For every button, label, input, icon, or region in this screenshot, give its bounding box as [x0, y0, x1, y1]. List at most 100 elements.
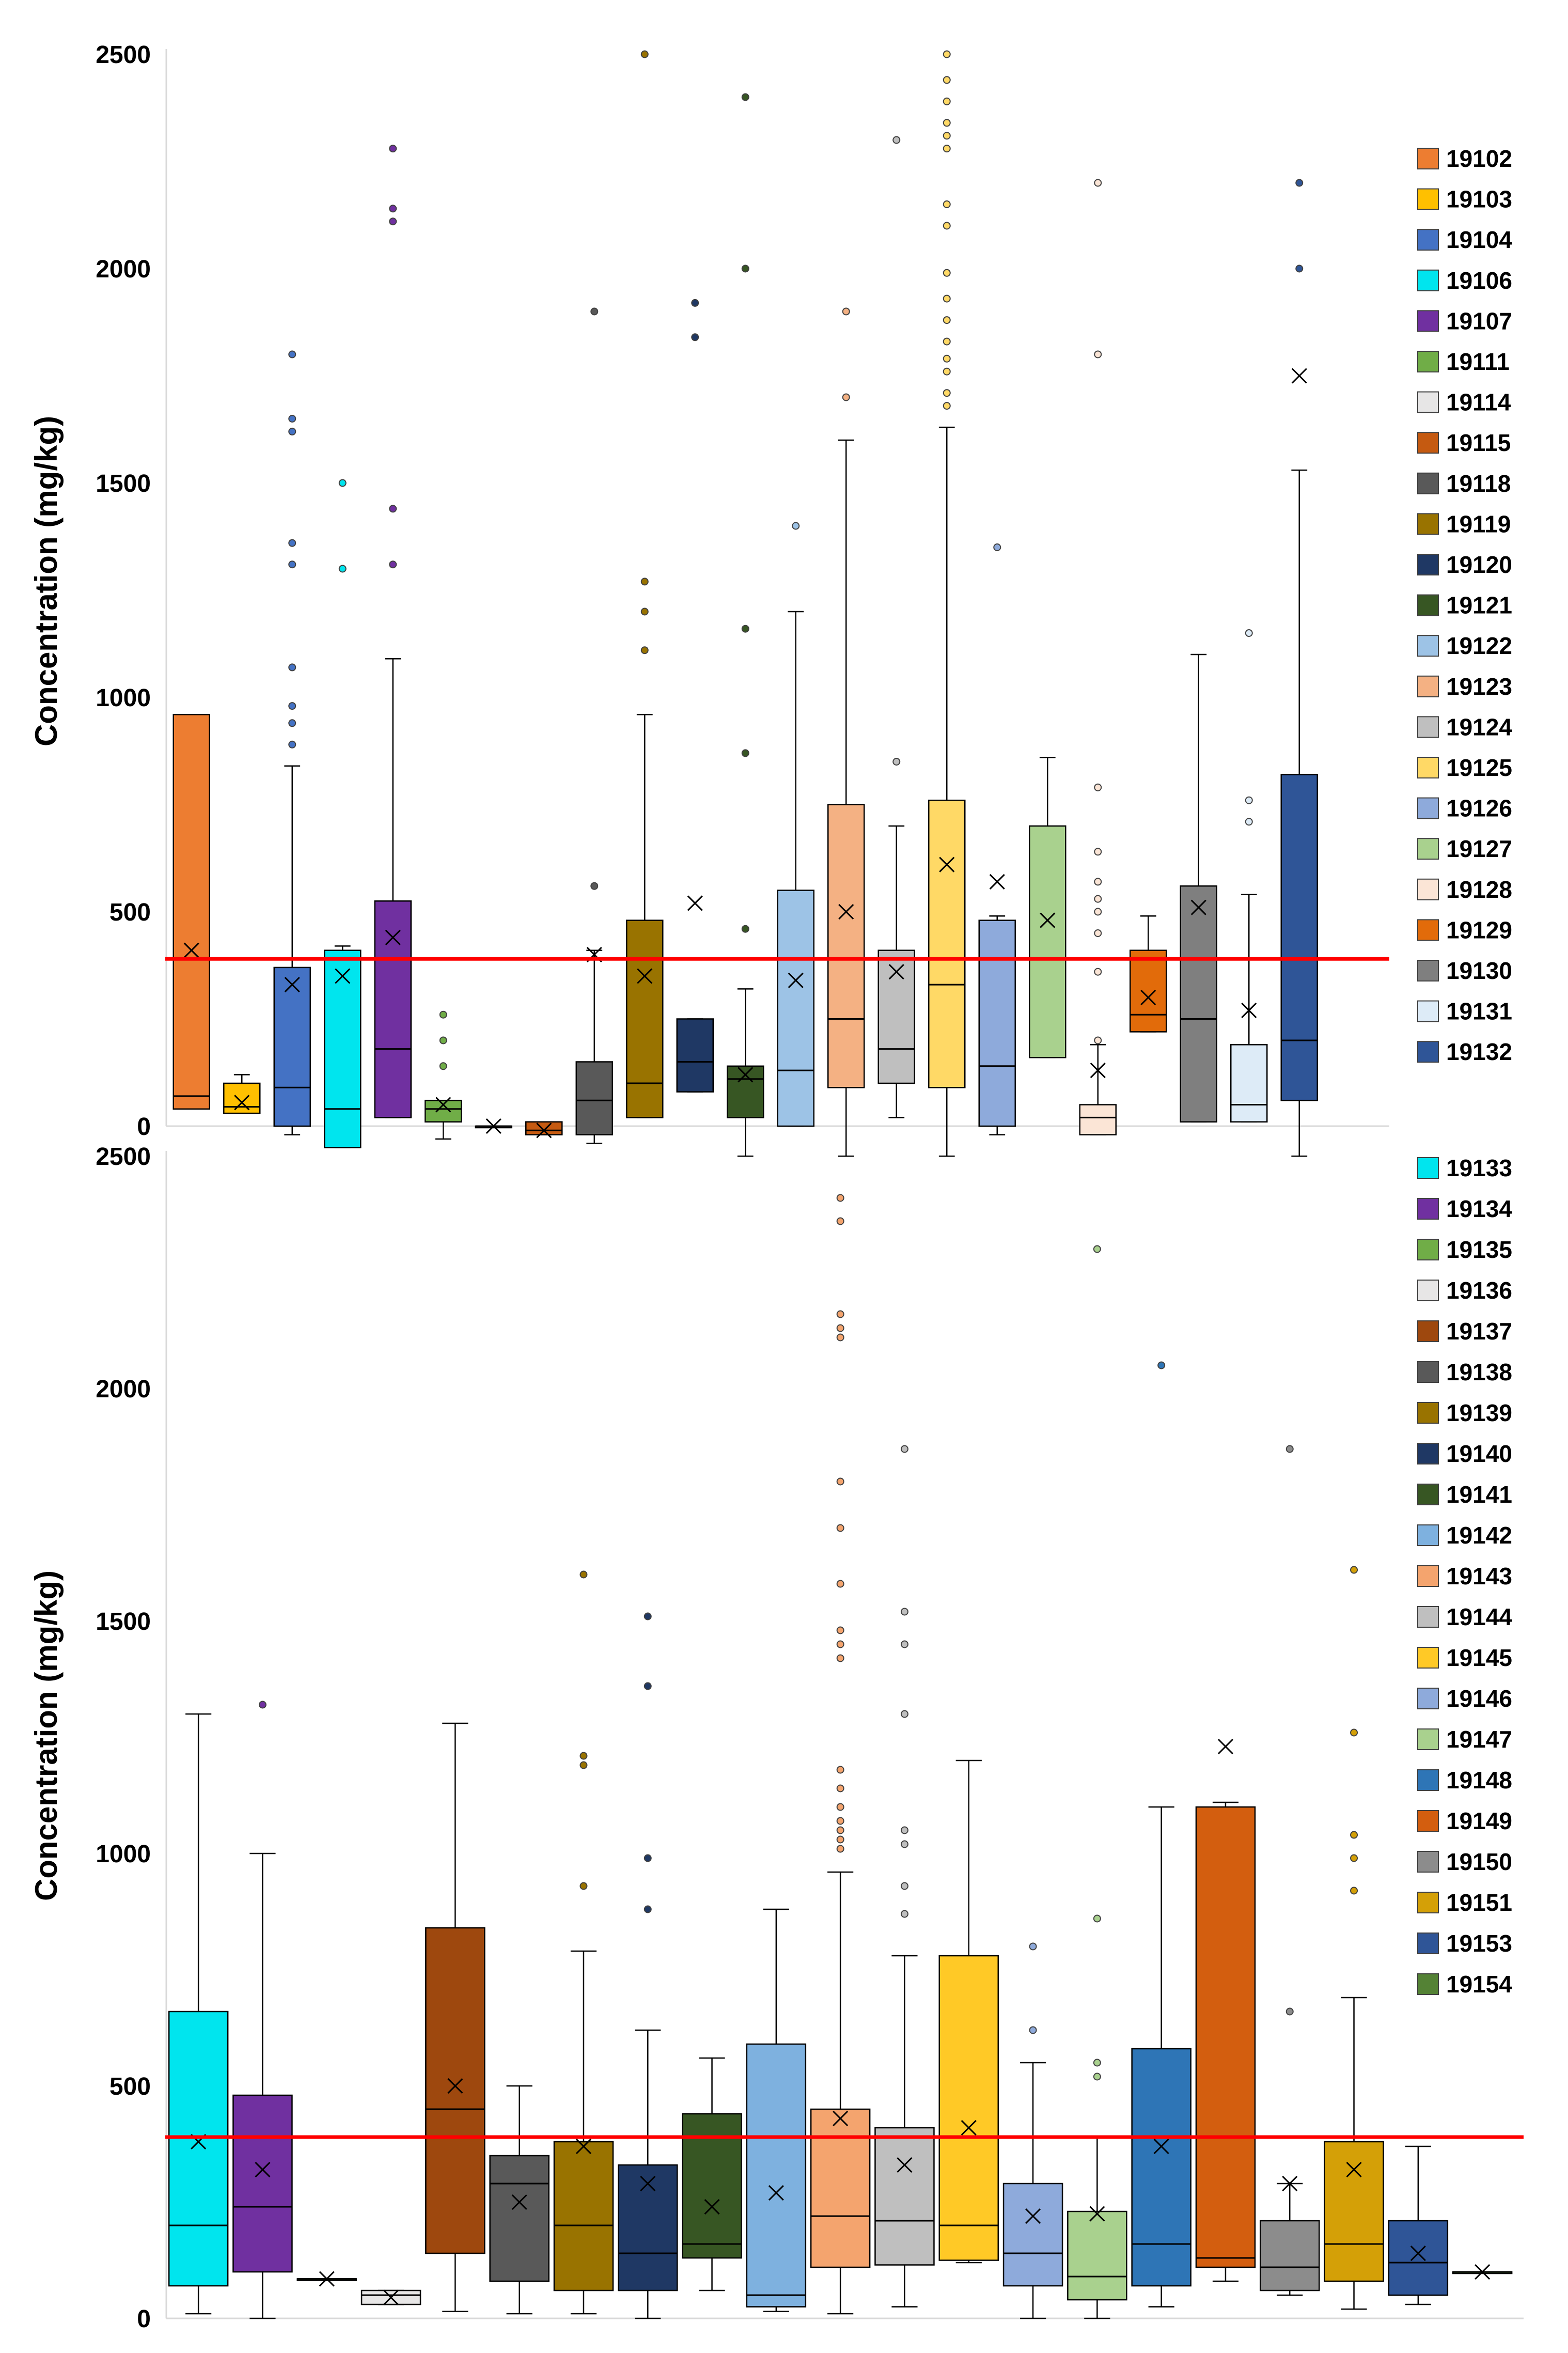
chart-1-legend: 19102 19103 19104 19106 19107 19111 19114 19115… [1417, 145, 1512, 1065]
box-iqr [1230, 1044, 1268, 1123]
box-iqr [746, 2043, 807, 2308]
outlier-point [389, 145, 397, 153]
mean-marker [738, 1067, 754, 1083]
outlier-point [836, 1803, 844, 1811]
chart-2-box-19136 [360, 2289, 421, 2305]
mean-marker-stroke [640, 2175, 656, 2192]
box-iqr [1260, 2220, 1320, 2292]
chart-2-box-19149 [1195, 1738, 1256, 2282]
outlier-point [943, 119, 951, 127]
chart-2-box-19140 [618, 1612, 678, 2319]
legend-item-19131: 19131 [1417, 998, 1512, 1025]
mean-marker [255, 2161, 271, 2178]
legend-item-19143: 19143 [1417, 1563, 1512, 1590]
legend-item-19133: 19133 [1417, 1155, 1512, 1181]
legend-label: 19119 [1446, 510, 1511, 537]
legend-label: 19131 [1446, 998, 1512, 1025]
outlier-point [1093, 2059, 1101, 2067]
mean-marker-stroke [738, 1067, 754, 1083]
outlier-point [900, 1840, 908, 1848]
box-iqr [1029, 825, 1067, 1058]
legend-swatch [1417, 554, 1439, 575]
outlier-point [338, 479, 347, 487]
legend-swatch [1417, 269, 1439, 291]
outlier-point [1295, 264, 1304, 273]
outlier-point [288, 740, 296, 749]
legend-item-19123: 19123 [1417, 673, 1512, 700]
mean-marker-stroke [1040, 912, 1056, 928]
mean-marker [1089, 2206, 1105, 2222]
legend-label: 19153 [1446, 1930, 1512, 1957]
chart-1-box-19103 [223, 1074, 261, 1114]
legend-item-19141: 19141 [1417, 1481, 1512, 1508]
legend-item-19128: 19128 [1417, 876, 1512, 903]
legend-label: 19129 [1446, 916, 1512, 943]
outlier-point [1350, 1566, 1358, 1574]
outlier-point [836, 1217, 844, 1225]
mean-marker [1025, 2208, 1041, 2224]
legend-swatch [1417, 472, 1439, 494]
box-iqr [324, 949, 362, 1148]
outlier-point [288, 427, 296, 435]
legend-swatch [1417, 1041, 1439, 1063]
chart-2-box-19150 [1260, 1445, 1320, 2296]
legend-label: 19133 [1446, 1155, 1512, 1181]
chart-2-box-19146 [1002, 1942, 1063, 2319]
chart-2-box-19142 [746, 1908, 807, 2312]
box-iqr [374, 900, 412, 1118]
mean-marker-stroke [183, 942, 199, 958]
box-iqr [978, 920, 1016, 1127]
legend-swatch [1417, 716, 1439, 738]
chart-2-y-tick-label: 0 [137, 2305, 151, 2333]
legend-label: 19140 [1446, 1440, 1512, 1467]
mean-marker-stroke [704, 2199, 720, 2215]
legend-swatch [1417, 391, 1439, 413]
legend-swatch [1417, 1361, 1439, 1383]
outlier-point [644, 1905, 652, 1913]
legend-item-19102: 19102 [1417, 145, 1512, 172]
box-iqr [1002, 2183, 1063, 2287]
chart-2-box-19137 [425, 1722, 485, 2312]
chart-2-box-19141 [682, 2057, 742, 2292]
chart-2-box-19133 [168, 1713, 229, 2315]
outlier-point [1094, 783, 1102, 791]
outlier-point [338, 565, 347, 573]
outlier-point [258, 1701, 266, 1709]
mean-marker [183, 942, 199, 958]
box-iqr [1130, 949, 1167, 1033]
box-iqr [575, 1061, 613, 1135]
legend-label: 19121 [1446, 592, 1512, 619]
mean-marker-stroke [1090, 1063, 1106, 1079]
mean-marker [1475, 2264, 1491, 2280]
mean-marker-stroke [1282, 2175, 1298, 2192]
outlier-point [1350, 1831, 1358, 1839]
legend-label: 19139 [1446, 1399, 1512, 1426]
mean-marker-stroke [511, 2194, 527, 2210]
outlier-point [1094, 968, 1102, 976]
mean-marker [897, 2157, 913, 2173]
chart-1-box-19115 [525, 1121, 563, 1139]
outlier-point [1093, 1914, 1101, 1923]
outlier-point [1094, 179, 1102, 187]
mean-marker [575, 2138, 592, 2155]
mean-marker [1153, 2138, 1169, 2155]
outlier-point [836, 1845, 844, 1853]
box-iqr [1195, 1806, 1256, 2268]
outlier-point [590, 307, 599, 316]
outlier-point [1093, 2072, 1101, 2081]
chart-2-box-19135 [296, 2271, 357, 2287]
outlier-point [590, 882, 599, 890]
mean-marker [485, 1118, 501, 1134]
legend-swatch [1417, 1933, 1439, 1954]
box-iqr [938, 1955, 999, 2261]
outlier-point [1094, 878, 1102, 886]
legend-item-19135: 19135 [1417, 1236, 1512, 1263]
mean-marker [383, 2289, 399, 2305]
box-iqr [810, 2108, 871, 2268]
mean-marker [1217, 1738, 1234, 1755]
mean-marker [788, 972, 804, 988]
outlier-point [892, 136, 901, 144]
legend-label: 19151 [1446, 1889, 1512, 1916]
legend-item-19124: 19124 [1417, 713, 1512, 740]
legend-item-19122: 19122 [1417, 632, 1512, 659]
